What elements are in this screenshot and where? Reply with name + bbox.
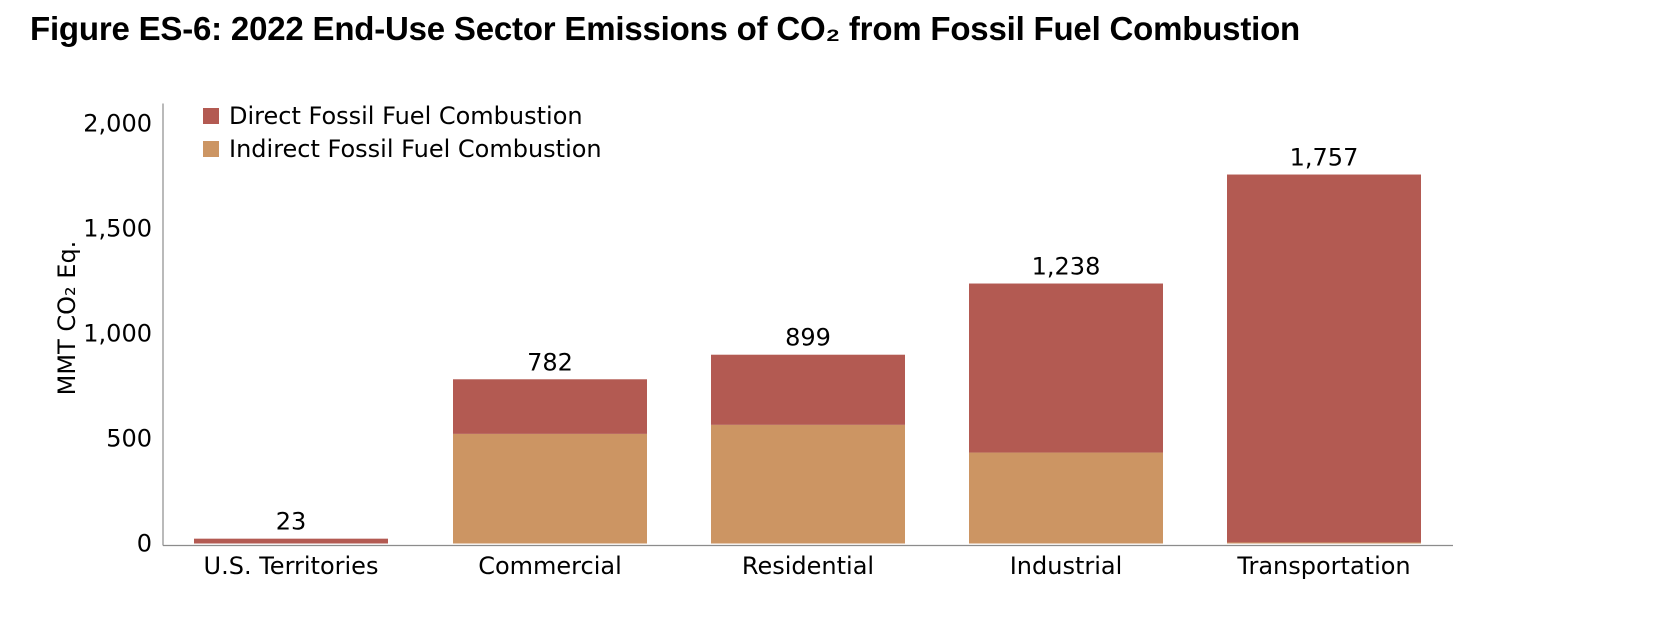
bar-segment-indirect: [453, 433, 647, 544]
axes: 0 500 1,000 1,500 2,000 U.S. Territories Comme…: [83, 103, 1453, 580]
y-tick-label: 500: [106, 425, 152, 453]
bar-segment-direct: [1227, 174, 1421, 543]
x-tick-label: Transportation: [1236, 552, 1410, 580]
legend-swatch: [203, 141, 219, 157]
bar-total-label: 1,757: [1290, 144, 1359, 172]
bars: [194, 174, 1421, 544]
x-tick-label: U.S. Territories: [204, 552, 379, 580]
legend-swatch: [203, 108, 219, 124]
x-tick-label: Residential: [742, 552, 874, 580]
y-tick-label: 1,000: [83, 320, 152, 348]
y-axis-label: MMT CO₂ Eq.: [53, 241, 81, 396]
bar-segment-direct: [711, 354, 905, 425]
y-tick-label: 2,000: [83, 110, 152, 138]
bar-segment-direct: [194, 538, 388, 544]
legend-label: Indirect Fossil Fuel Combustion: [229, 135, 602, 163]
bar-segment-indirect: [711, 424, 905, 544]
x-tick-label: Commercial: [478, 552, 622, 580]
legend: Direct Fossil Fuel Combustion Indirect Fo…: [203, 102, 602, 163]
bar-segment-indirect: [1227, 542, 1421, 544]
bar-total-label: 1,238: [1032, 253, 1101, 281]
bar-segment-indirect: [969, 452, 1163, 544]
y-tick-label: 1,500: [83, 215, 152, 243]
bar-segment-direct: [969, 283, 1163, 453]
bar-total-label: 782: [527, 348, 573, 376]
x-tick-label: Industrial: [1010, 552, 1123, 580]
bar-labels: 23 782 899 1,238 1,757: [276, 144, 1359, 536]
y-tick-label: 0: [137, 530, 152, 558]
chart-title: Figure ES-6: 2022 End-Use Sector Emissio…: [30, 10, 1300, 47]
bar-total-label: 899: [785, 324, 831, 352]
bar-segment-direct: [453, 379, 647, 434]
bar-total-label: 23: [276, 508, 307, 536]
legend-label: Direct Fossil Fuel Combustion: [229, 102, 583, 130]
